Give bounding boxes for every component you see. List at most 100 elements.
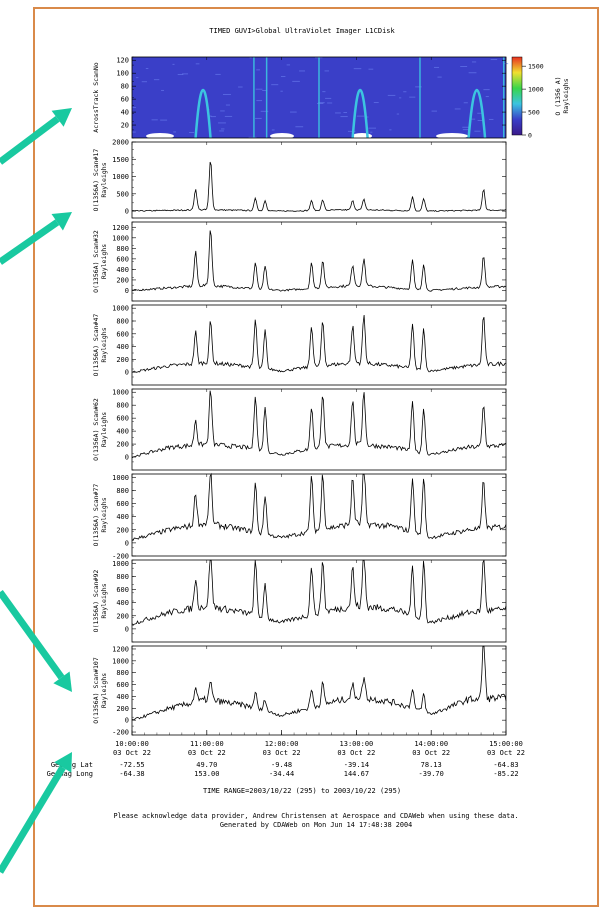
spectrogram-speckle xyxy=(255,88,263,90)
geomag-lat-label: Geomag Lat xyxy=(51,761,93,769)
y-tick-label: 400 xyxy=(116,513,129,521)
y-axis-label: AcrossTrack ScanNo xyxy=(92,62,100,133)
spectrogram-speckle xyxy=(222,93,231,95)
series-line xyxy=(131,472,507,541)
spectrogram-speckle xyxy=(322,91,326,93)
spectrogram-speckle xyxy=(161,89,164,91)
spectrogram-speckle xyxy=(256,100,263,102)
x-tick-time: 13:00:00 xyxy=(340,740,374,748)
y-tick-label: 400 xyxy=(116,693,129,701)
spectrogram-speckle xyxy=(462,129,471,131)
x-tick-time: 14:00:00 xyxy=(414,740,448,748)
panel-border xyxy=(131,304,507,386)
spectrogram-speckle xyxy=(221,128,225,130)
y-tick-label: 600 xyxy=(116,681,129,689)
spectrogram-speckle xyxy=(490,59,498,61)
series-line xyxy=(132,161,507,212)
spectrogram-speckle xyxy=(290,111,297,113)
spectrogram-speckle xyxy=(195,63,200,65)
spectrogram-speckle xyxy=(280,90,283,92)
y-tick-label: 1000 xyxy=(112,389,129,397)
y-tick-label: 800 xyxy=(116,402,129,410)
x-tick-time: 11:00:00 xyxy=(190,740,224,748)
x-tick-time: 12:00:00 xyxy=(265,740,299,748)
spectrogram-speckle xyxy=(172,63,175,65)
spectrogram-speckle xyxy=(325,97,332,99)
spectrogram-speckle xyxy=(433,66,440,68)
spectrogram-speckle xyxy=(210,116,216,118)
spectrogram-speckle xyxy=(356,115,365,117)
y-tick-label: 1200 xyxy=(112,645,129,653)
spectrogram-speckle xyxy=(262,89,268,91)
spectrogram-speckle xyxy=(347,130,356,132)
y-tick-label: -200 xyxy=(112,729,129,737)
spectrogram-speckle xyxy=(474,130,481,132)
y-tick-label: 2000 xyxy=(112,139,129,147)
geomag-lat-value: -9.48 xyxy=(271,761,292,769)
y-tick-label: 0 xyxy=(125,539,129,547)
spectrogram-speckle xyxy=(218,122,226,124)
x-tick-date: 03 Oct 22 xyxy=(113,749,151,757)
spectrogram-gap xyxy=(146,133,174,139)
spectrogram-speckle xyxy=(462,126,471,128)
spectrogram-speckle xyxy=(295,126,304,128)
spectrogram-speckle xyxy=(399,97,402,99)
spectrogram-speckle xyxy=(219,130,224,132)
y-tick-label: 600 xyxy=(116,586,129,594)
spectrogram-speckle xyxy=(409,96,416,98)
spectrogram-speckle xyxy=(396,113,400,115)
x-tick-date: 03 Oct 22 xyxy=(337,749,375,757)
spectrogram-speckle xyxy=(145,68,149,70)
x-tick-date: 03 Oct 22 xyxy=(487,749,525,757)
annotation-arrow-4 xyxy=(0,752,72,874)
y-tick-label: 800 xyxy=(116,318,129,326)
x-tick-date: 03 Oct 22 xyxy=(263,749,301,757)
colorbar-tick-label: 1500 xyxy=(528,63,544,71)
spectrogram-speckle xyxy=(225,104,231,106)
spectrogram-speckle xyxy=(173,131,177,133)
geomag-long-value: -34.44 xyxy=(269,770,294,778)
y-axis-unit: Rayleighs xyxy=(100,244,108,279)
y-tick-label: 1000 xyxy=(112,173,129,181)
spectrogram-speckle xyxy=(335,112,341,114)
y-tick-label: 600 xyxy=(116,500,129,508)
panel-border xyxy=(131,473,507,557)
spectrogram-speckle xyxy=(132,131,136,133)
spectrogram-speckle xyxy=(318,102,325,104)
spectrogram-speckle xyxy=(292,80,300,82)
y-tick-label: 400 xyxy=(116,266,129,274)
y-tick-label: 1200 xyxy=(112,224,129,232)
spectrogram-speckle xyxy=(353,68,362,70)
spectrogram-speckle xyxy=(160,119,168,121)
y-tick-label: 200 xyxy=(116,705,129,713)
y-tick-label: 1000 xyxy=(112,560,129,568)
spectrogram-speckle xyxy=(485,96,489,98)
geomag-lat-value: 49.70 xyxy=(196,761,217,769)
y-tick-label: 400 xyxy=(116,343,129,351)
spectrogram-speckle xyxy=(280,76,286,78)
geomag-long-value: 144.67 xyxy=(344,770,369,778)
spectrogram-speckle xyxy=(373,102,379,104)
y-tick-label: 400 xyxy=(116,599,129,607)
spectrogram-speckle xyxy=(271,129,275,131)
y-tick-label: 400 xyxy=(116,428,129,436)
spectrogram-speckle xyxy=(340,116,348,118)
y-tick-label: 800 xyxy=(116,573,129,581)
spectrogram-gap xyxy=(270,133,294,139)
y-axis-label: O(1356A) Scan#47 xyxy=(92,314,100,377)
y-tick-label: 0 xyxy=(125,454,129,462)
spectrogram-arc xyxy=(467,88,487,139)
spectrogram-speckle xyxy=(368,127,377,129)
geomag-long-value: -64.38 xyxy=(119,770,144,778)
y-tick-label: 0 xyxy=(125,625,129,633)
y-tick-label: 0 xyxy=(125,287,129,295)
spectrogram-speckle xyxy=(151,119,158,121)
spectrogram-speckle xyxy=(256,69,261,71)
spectrogram-speckle xyxy=(135,77,139,79)
spectrogram-speckle xyxy=(177,74,184,76)
series-line xyxy=(131,314,507,373)
spectrogram-speckle xyxy=(220,110,225,112)
spectrogram-speckle xyxy=(181,73,189,75)
colorbar-tick-label: 0 xyxy=(528,132,532,140)
spectrogram-speckle xyxy=(389,129,392,131)
